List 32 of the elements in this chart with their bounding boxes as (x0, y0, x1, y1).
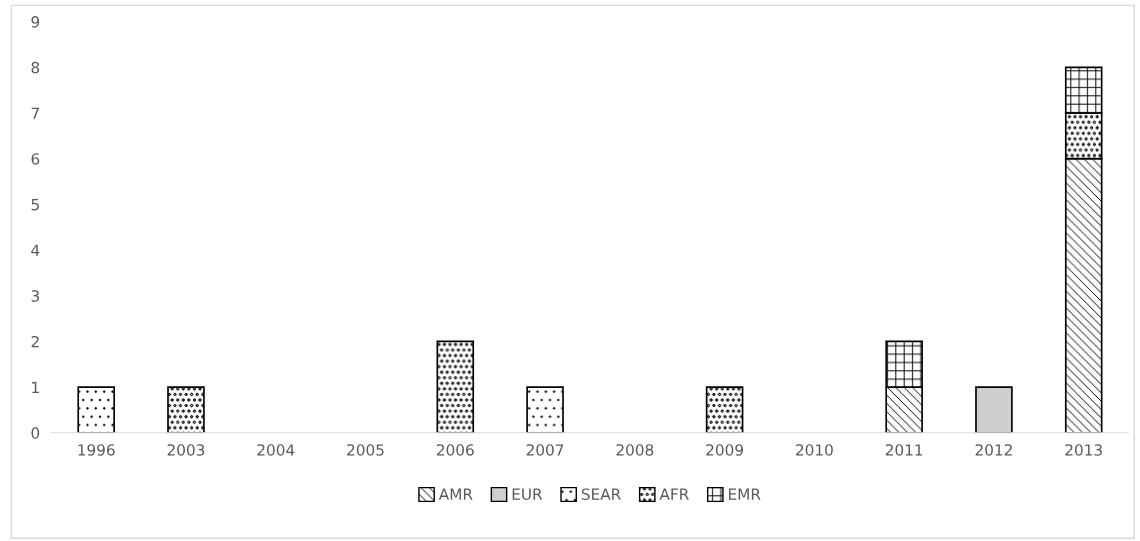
y-tick-label: 2 (31, 335, 39, 348)
y-tick-label: 7 (31, 107, 39, 119)
x-tick-label: 2012 (975, 444, 1012, 456)
x-tick-label: 2011 (885, 444, 923, 456)
x-tick-label: 2004 (257, 444, 295, 456)
y-tick-label: 9 (31, 16, 40, 28)
x-tick-label: 2005 (347, 444, 384, 456)
bar (167, 386, 205, 433)
x-tick-label: 1996 (78, 444, 115, 456)
y-tick-label: 0 (31, 427, 40, 439)
bar (526, 386, 564, 433)
y-tick-label: 8 (31, 61, 40, 74)
y-tick-label: 6 (31, 153, 40, 165)
bar (705, 386, 744, 433)
y-tick-label: 3 (31, 290, 39, 302)
x-tick-label: 2007 (526, 444, 564, 456)
x-tick-label: 2003 (167, 444, 205, 456)
legend-label: EUR (512, 488, 543, 500)
x-tick-label: 2006 (436, 444, 474, 456)
legend-label: AFR (659, 488, 689, 500)
y-tick-label: 1 (32, 381, 39, 393)
x-tick-label: 2010 (796, 444, 833, 456)
bar (77, 386, 115, 433)
x-tick-label: 2013 (1065, 444, 1102, 456)
legend-label: SEAR (581, 488, 621, 500)
legend-label: AMR (438, 488, 473, 500)
legend-label: EMR (729, 488, 761, 500)
y-tick-label: 4 (31, 244, 40, 256)
x-tick-label: 2008 (616, 444, 654, 456)
x-tick-label: 2009 (706, 444, 743, 456)
bar (436, 340, 475, 433)
y-tick-label: 5 (31, 199, 39, 211)
